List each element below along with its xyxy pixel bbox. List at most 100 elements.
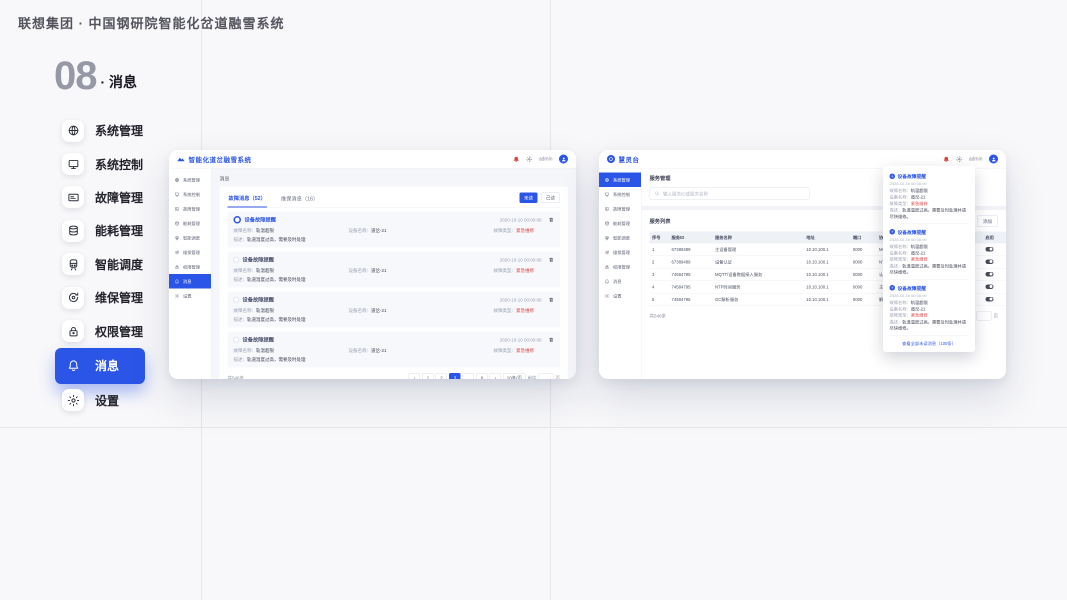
unread-button[interactable]: 未读	[519, 192, 538, 203]
message-card[interactable]: 设备故障提醒 2020-10-10 00:00:00 故障名称：轨温超限 设备名…	[227, 331, 560, 368]
fault-type-danger: 紧急维修	[516, 228, 535, 233]
sidebar-item-maintenance[interactable]: 维保管理	[599, 245, 641, 260]
radio-unselected[interactable]	[233, 297, 239, 303]
menu-item-control[interactable]: 系统控制	[55, 147, 145, 180]
sidebar-item-fault[interactable]: 故障管理	[599, 202, 641, 217]
sidebar-item-permission[interactable]: 权限管理	[169, 260, 211, 275]
total-count: 共546条	[649, 313, 667, 319]
username: admin	[968, 156, 983, 162]
menu-item-permission[interactable]: 权限管理	[55, 314, 145, 347]
sidebar-item-dispatch[interactable]: 智能调度	[599, 231, 641, 246]
menu-item-energy[interactable]: 能耗管理	[55, 214, 145, 247]
app-a-title: 智能化道岔融雪系统	[188, 155, 252, 164]
settings-gear-icon[interactable]	[956, 156, 963, 163]
delete-icon[interactable]	[549, 337, 555, 343]
app-window-services: 慧灵台 admin 系统管理 系统控制 故障管理 能耗管理 智能调度 维保管理 …	[599, 150, 1006, 379]
gear-icon	[62, 389, 84, 412]
messages-panel: 故障消息（52） 维保消息（16） 未读 已读 设备故障提醒 20	[219, 186, 568, 380]
sidebar-item-energy[interactable]: 能耗管理	[599, 216, 641, 231]
fault-type-danger: 紧急维修	[516, 268, 535, 273]
menu-item-maintenance[interactable]: 维保管理	[55, 281, 145, 314]
sidebar-item-settings[interactable]: 设置	[169, 289, 211, 304]
side-menu: 系统管理 系统控制 故障管理 能耗管理 智能调度 维保管理 权限管理 消息 设置	[55, 114, 145, 417]
avatar[interactable]	[989, 154, 998, 164]
sidebar-item-messages[interactable]: 消息	[599, 274, 641, 289]
notification-dropdown: 设备故障提醒 2020-10-10 00:00:00 故障名称：轨温超限 设备名…	[883, 166, 975, 352]
enable-toggle[interactable]	[985, 296, 994, 302]
goto-page-input[interactable]	[976, 311, 992, 321]
tab-maintenance-messages[interactable]: 维保消息（16）	[280, 196, 319, 202]
page-button[interactable]: 6	[476, 373, 488, 379]
delete-icon[interactable]	[549, 257, 555, 263]
add-button[interactable]: 添加	[976, 215, 998, 227]
enable-toggle[interactable]	[985, 259, 994, 264]
page-title: 联想集团 · 中国钢研院智能化岔道融雪系统	[18, 16, 285, 31]
control-icon	[62, 153, 84, 176]
sidebar-item-messages[interactable]: 消息	[169, 274, 211, 289]
fault-type-danger: 紧急维修	[516, 348, 535, 353]
enable-toggle[interactable]	[985, 284, 994, 289]
notification-bell-icon[interactable]	[943, 156, 950, 163]
sidebar-item-dispatch[interactable]: 智能调度	[169, 231, 211, 246]
view-all-unread-link[interactable]: 查看全部未读消息（100条）	[889, 335, 969, 351]
page-button[interactable]: 1	[422, 373, 434, 379]
section-label: · 消息	[100, 74, 138, 90]
menu-item-messages[interactable]: 消息	[55, 347, 145, 384]
sidebar-item-permission[interactable]: 权限管理	[599, 260, 641, 275]
enable-toggle[interactable]	[985, 246, 994, 252]
message-title: 设备故障提醒	[242, 337, 275, 343]
sidebar-item-energy[interactable]: 能耗管理	[169, 216, 211, 231]
bell-icon	[62, 355, 84, 377]
sidebar-item-settings[interactable]: 设置	[599, 289, 641, 304]
page-button-active[interactable]: 3	[449, 373, 461, 379]
radio-unselected[interactable]	[233, 257, 239, 263]
settings-gear-icon[interactable]	[526, 156, 533, 163]
notification-bell-icon[interactable]	[513, 156, 520, 163]
sidebar-item-system[interactable]: 系统管理	[169, 173, 211, 188]
sidebar-item-control[interactable]: 系统控制	[169, 187, 211, 202]
breadcrumb: 消息	[219, 176, 230, 183]
avatar[interactable]	[559, 154, 568, 164]
page-unit: 页	[555, 375, 560, 380]
message-card[interactable]: 设备故障提醒 2020-10-10 00:00:00 故障名称：轨温超限 设备名…	[227, 251, 560, 288]
sidebar-item-maintenance[interactable]: 维保管理	[169, 245, 211, 260]
pagination: 共546条 ‹ 1 2 3 … 6 › 10条/页 前往	[228, 373, 560, 380]
sidebar-item-fault[interactable]: 故障管理	[169, 202, 211, 217]
service-list-title: 服务列表	[649, 218, 671, 225]
dispatch-icon	[62, 253, 84, 276]
section-number: 08	[54, 54, 97, 98]
menu-item-settings[interactable]: 设置	[55, 384, 145, 417]
read-button[interactable]: 已读	[540, 192, 560, 203]
search-icon	[655, 191, 660, 196]
notification-card[interactable]: 设备故障提醒 2020-10-10 00:00:00 故障名称：轨温超限 设备名…	[889, 280, 969, 335]
prev-page-button[interactable]: ‹	[408, 373, 421, 379]
app-a-main: 消息 故障消息（52） 维保消息（16） 未读 已读	[211, 168, 576, 380]
search-input[interactable]: 输入服务ID或服务名称	[649, 187, 810, 200]
goto-page-input[interactable]	[538, 373, 554, 379]
delete-icon[interactable]	[549, 297, 555, 303]
per-page-select[interactable]: 10条/页	[503, 373, 526, 379]
goto-label: 前往	[527, 375, 537, 380]
app-a-header: 智能化道岔融雪系统 admin	[169, 150, 576, 169]
radio-unselected[interactable]	[233, 337, 239, 343]
app-a-logo-icon	[177, 156, 185, 163]
enable-toggle[interactable]	[985, 271, 994, 277]
sidebar-item-system[interactable]: 系统管理	[599, 172, 641, 187]
next-page-button[interactable]: ›	[489, 373, 502, 379]
delete-icon[interactable]	[549, 217, 555, 223]
message-date: 2020-10-10 00:00:00	[499, 337, 542, 343]
notification-card[interactable]: 设备故障提醒 2020-10-10 00:00:00 故障名称：轨温超限 设备名…	[889, 224, 969, 280]
menu-item-fault[interactable]: 故障管理	[55, 181, 145, 214]
notification-card[interactable]: 设备故障提醒 2020-10-10 00:00:00 故障名称：轨温超限 设备名…	[889, 168, 969, 224]
tab-fault-messages[interactable]: 故障消息（52）	[227, 193, 267, 208]
app-window-messages: 智能化道岔融雪系统 admin 系统管理 系统控制 故障管理 能耗管理 智能调度…	[169, 150, 576, 379]
radio-selected[interactable]	[233, 216, 241, 224]
message-card[interactable]: 设备故障提醒 2020-10-10 00:00:00 故障名称：轨温超限 设备名…	[227, 291, 560, 328]
page-ellipsis[interactable]: …	[462, 373, 475, 379]
page-button[interactable]: 2	[435, 373, 448, 379]
notification-date: 2020-10-10 00:00:00	[889, 181, 927, 187]
menu-item-dispatch[interactable]: 智能调度	[55, 248, 145, 281]
message-card[interactable]: 设备故障提醒 2020-10-10 00:00:00 故障名称：轨温超限 设备名…	[227, 211, 560, 248]
sidebar-item-control[interactable]: 系统控制	[599, 187, 641, 202]
menu-item-system[interactable]: 系统管理	[55, 114, 145, 147]
